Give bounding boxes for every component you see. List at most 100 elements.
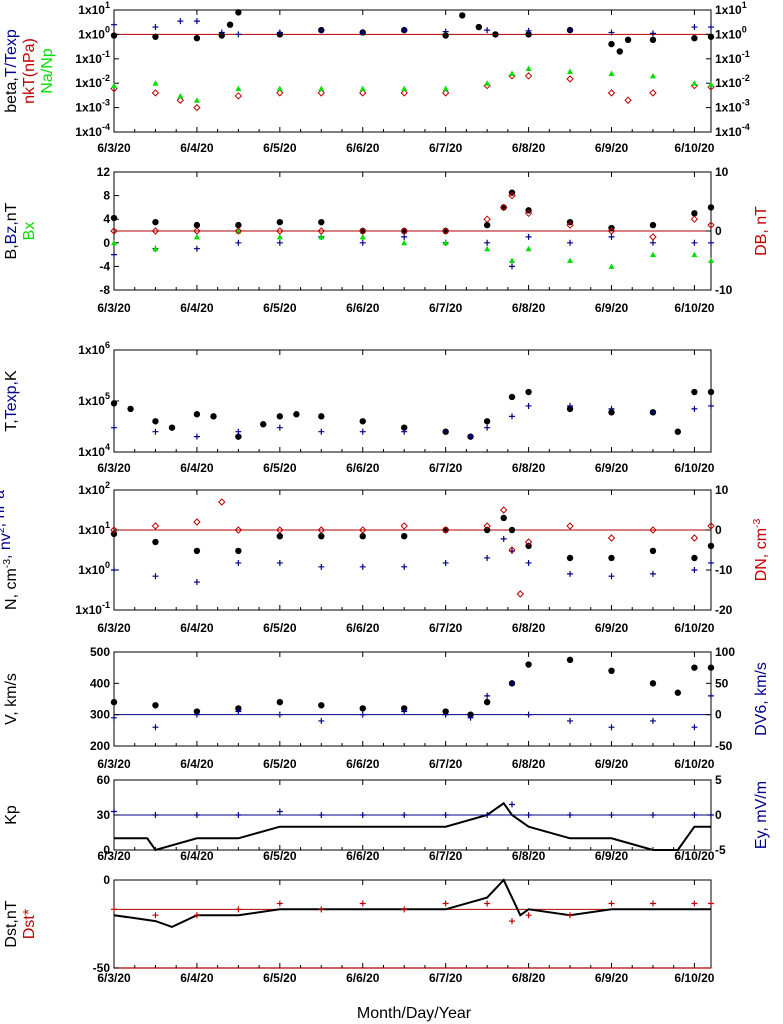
data-point: [111, 808, 117, 815]
data-point: [442, 32, 449, 39]
data-point: [193, 708, 201, 715]
data-point: [152, 80, 159, 86]
y2-axis-label: DV6, km/s: [753, 662, 770, 736]
data-point: [649, 717, 656, 724]
data-point: [260, 421, 267, 428]
data-point: [500, 204, 507, 211]
series-1: [111, 535, 714, 586]
data-point: [509, 801, 515, 808]
data-point: [193, 711, 200, 718]
data-point: [566, 656, 574, 664]
data-point: [276, 424, 283, 431]
y-tick-label: 200: [90, 739, 110, 753]
panel-kp-ey: 0 30 60 -5 0 5 6/3/20 6/4/20 6/5/20 6/6/20 6/7/20 6…: [3, 773, 770, 863]
y2-tick-label: 10: [715, 483, 729, 497]
data-point: [708, 257, 714, 263]
data-point: [110, 530, 118, 538]
data-point: [484, 424, 491, 431]
y-axis-label-2: nkT(nPa): [21, 38, 38, 104]
data-point: [525, 661, 532, 668]
series-1: [111, 18, 714, 38]
data-point: [401, 85, 408, 92]
y2-tick-label: 5: [715, 773, 722, 787]
data-point: [509, 413, 515, 420]
data-point: [318, 413, 325, 420]
data-point: [193, 245, 200, 252]
data-point: [691, 900, 698, 907]
y-tick-label: 1x10-3: [75, 98, 110, 115]
series-1: [111, 233, 714, 270]
x-tick-label: 6/4/20: [180, 971, 214, 985]
series-0: [110, 9, 715, 55]
data-point: [400, 522, 408, 530]
data-point: [567, 812, 574, 818]
x-tick-label: 6/4/20: [180, 757, 214, 771]
data-point: [152, 724, 159, 731]
panel-plasma-beta: 1x10-4 1x10-3 1x10-2 1x10-1 1x100 1x101 1x10-4…: [3, 0, 750, 155]
data-point: [235, 705, 242, 712]
x-tick-label: 6/3/20: [97, 621, 131, 635]
x-tick-label: 6/6/20: [346, 971, 380, 985]
data-point: [467, 711, 474, 718]
x-tick-label: 6/10/20: [674, 301, 714, 315]
y-axis-label: T,Texp,K: [3, 370, 20, 432]
data-point: [111, 82, 117, 89]
data-point: [649, 547, 657, 555]
y2-tick-label: 0: [715, 523, 722, 537]
data-point: [276, 900, 283, 907]
data-point: [276, 227, 284, 235]
data-point: [566, 221, 574, 229]
data-point: [674, 428, 682, 435]
x-tick-label: 6/7/20: [429, 621, 463, 635]
data-point: [691, 239, 698, 246]
data-point: [234, 92, 243, 100]
data-point: [708, 239, 714, 246]
data-point: [691, 210, 698, 217]
x-tick-label: 6/5/20: [263, 621, 297, 635]
data-point: [524, 72, 533, 80]
data-point: [484, 812, 491, 818]
y-axis-label: Dst,nT: [3, 900, 20, 947]
data-point: [193, 547, 201, 555]
data-point: [359, 227, 366, 235]
data-point: [235, 31, 242, 38]
data-point: [484, 80, 491, 86]
data-point: [442, 900, 449, 907]
data-point: [691, 724, 698, 731]
x-tick-label: 6/7/20: [429, 141, 463, 155]
data-point: [484, 245, 491, 252]
panel-velocity: 200 300 400 500 -50 0 50 100 6/3/20 6/4/20 6/5/20 6…: [3, 645, 770, 771]
data-point: [442, 526, 449, 534]
data-point: [235, 906, 242, 913]
data-point: [359, 532, 366, 540]
data-point: [110, 214, 118, 222]
data-point: [691, 24, 698, 31]
data-point: [401, 532, 408, 540]
data-point: [567, 717, 574, 724]
data-point: [168, 424, 176, 431]
y2-tick-label: 0: [715, 808, 722, 822]
x-tick-label: 6/6/20: [346, 461, 380, 475]
data-point: [111, 714, 117, 721]
data-point: [111, 239, 117, 246]
data-point: [318, 717, 325, 724]
data-point: [401, 424, 408, 431]
data-point: [567, 27, 574, 34]
data-point: [567, 402, 574, 409]
x-tick-label: 6/5/20: [263, 971, 297, 985]
data-point: [235, 547, 242, 555]
x-tick-label: 6/8/20: [512, 621, 546, 635]
data-point: [475, 23, 483, 31]
data-point: [483, 418, 491, 425]
data-point: [649, 570, 656, 577]
data-point: [525, 388, 532, 396]
data-point: [235, 85, 242, 92]
y-tick-label: -4: [99, 259, 110, 273]
data-point: [318, 812, 325, 818]
y-axis-label: beta,T/Texp: [3, 29, 20, 113]
data-point: [508, 393, 516, 401]
data-point: [401, 906, 408, 913]
data-point: [359, 563, 366, 570]
y2-axis-label: DB, nT: [753, 206, 770, 256]
